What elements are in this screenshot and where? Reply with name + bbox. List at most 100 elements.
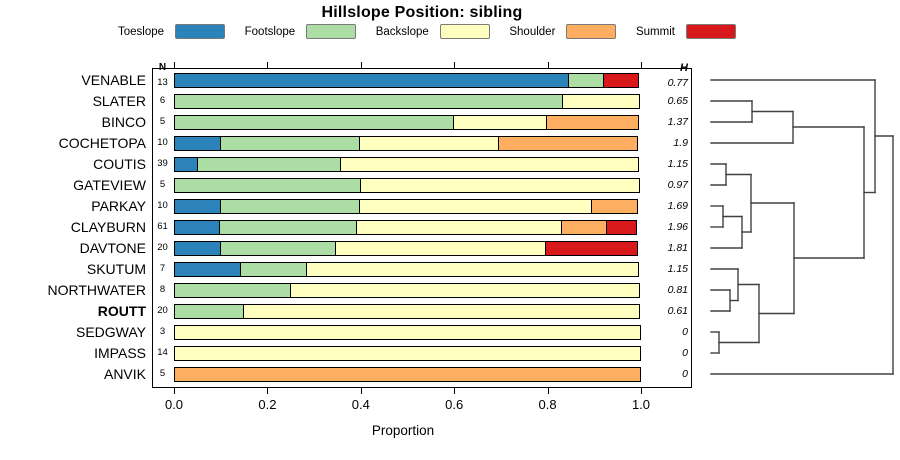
bar-segment-shoulder [498, 135, 638, 151]
series-label: COCHETOPA [58, 135, 146, 151]
x-axis-top-tick [174, 62, 175, 68]
x-axis-tick-label: 0.8 [538, 397, 557, 412]
series-label: PARKAY [91, 198, 146, 214]
series-label: SEDGWAY [75, 324, 146, 340]
h-column-header: H [680, 62, 688, 74]
h-value: 0.65 [667, 95, 688, 107]
bar-segment-backslope [453, 114, 547, 130]
legend-swatch [685, 24, 736, 39]
h-value: 0 [682, 326, 688, 338]
n-value: 7 [159, 263, 166, 274]
h-value: 0 [682, 347, 688, 359]
n-value: 20 [157, 242, 168, 253]
bar-segment-footslope [220, 198, 360, 214]
bar-segment-shoulder [174, 366, 641, 382]
bar-segment-shoulder [546, 114, 639, 130]
n-value: 5 [159, 368, 166, 379]
n-value: 14 [157, 347, 168, 358]
legend-item-backslope: Backslope [376, 24, 490, 39]
h-value: 0.61 [667, 305, 688, 317]
h-value: 1.81 [667, 242, 688, 254]
bar-segment-footslope [240, 261, 307, 277]
bar-segment-backslope [174, 345, 641, 361]
h-value: 1.15 [667, 158, 688, 170]
legend-label: Shoulder [509, 25, 556, 38]
x-axis-tick [267, 388, 269, 394]
series-label: VENABLE [81, 72, 146, 88]
stacked-bar [174, 366, 641, 382]
h-value: 1.15 [667, 263, 688, 275]
n-value: 10 [157, 200, 168, 211]
bar-segment-footslope [220, 240, 336, 256]
legend: Toeslope Footslope Backslope Shoulder Summit [118, 23, 736, 40]
n-value: 39 [157, 158, 168, 169]
bar-segment-summit [603, 72, 639, 88]
series-label: ANVIK [103, 366, 146, 382]
bar-segment-backslope [290, 282, 640, 298]
n-value: 6 [159, 95, 166, 106]
bar-segment-footslope [174, 303, 244, 319]
series-label: ROUTT [97, 303, 146, 319]
bar-segment-backslope [360, 177, 640, 193]
bar-segment-footslope [174, 177, 361, 193]
x-axis-top-tick [641, 62, 642, 68]
bar-segment-backslope [335, 240, 546, 256]
x-axis-tick-label: 0.6 [445, 397, 464, 412]
bar-segment-backslope [359, 198, 592, 214]
x-axis-tick-label: 0.4 [351, 397, 370, 412]
series-label: GATEVIEW [73, 177, 146, 193]
series-label: COUTIS [93, 156, 146, 172]
h-value: 1.69 [667, 200, 688, 212]
bar-segment-backslope [340, 156, 639, 172]
bar-segment-footslope [220, 135, 360, 151]
legend-swatch [306, 24, 357, 39]
stacked-bar [174, 72, 639, 88]
bar-segment-summit [545, 240, 638, 256]
n-value: 13 [157, 77, 168, 88]
bar-segment-toeslope [174, 72, 569, 88]
bar-segment-backslope [359, 135, 499, 151]
legend-swatch [175, 24, 226, 39]
bar-segment-footslope [219, 219, 357, 235]
bar-segment-footslope [174, 93, 563, 109]
x-axis-top-tick [360, 62, 362, 68]
legend-swatch [439, 24, 490, 39]
bar-segment-backslope [243, 303, 640, 319]
bar-segment-summit [606, 219, 637, 235]
stacked-bar [174, 303, 640, 319]
legend-swatch [566, 24, 617, 39]
stacked-bar [174, 261, 639, 277]
legend-label: Summit [635, 25, 675, 38]
stacked-bar [174, 177, 640, 193]
n-column-header: N [158, 62, 167, 73]
bar-segment-toeslope [174, 240, 221, 256]
stacked-bar [174, 240, 638, 256]
x-axis-tick [454, 388, 456, 394]
bar-segment-footslope [568, 72, 604, 88]
dendrogram [710, 79, 894, 375]
x-axis-tick-label: 0.0 [164, 397, 184, 412]
bar-segment-toeslope [174, 198, 221, 214]
stacked-bar [174, 156, 639, 172]
x-axis-top-tick [454, 62, 456, 68]
chart-title: Hillslope Position: sibling [321, 4, 523, 21]
stacked-bar [174, 114, 639, 130]
h-value: 0.97 [667, 179, 688, 191]
bar-segment-backslope [306, 261, 639, 277]
plot-area [152, 68, 692, 388]
bar-segment-toeslope [174, 135, 221, 151]
h-value: 0.81 [667, 284, 688, 296]
x-axis-top-tick [267, 62, 269, 68]
n-value: 5 [159, 179, 166, 190]
x-axis-tick [174, 388, 175, 394]
stacked-bar [174, 345, 641, 361]
bar-segment-backslope [562, 93, 640, 109]
x-axis-tick-label: 0.2 [258, 397, 277, 412]
series-label: BINCO [101, 114, 146, 130]
stacked-bar [174, 198, 638, 214]
series-label: SKUTUM [86, 261, 146, 277]
bar-segment-backslope [356, 219, 562, 235]
series-label: DAVTONE [79, 240, 146, 256]
h-value: 1.96 [667, 221, 688, 233]
